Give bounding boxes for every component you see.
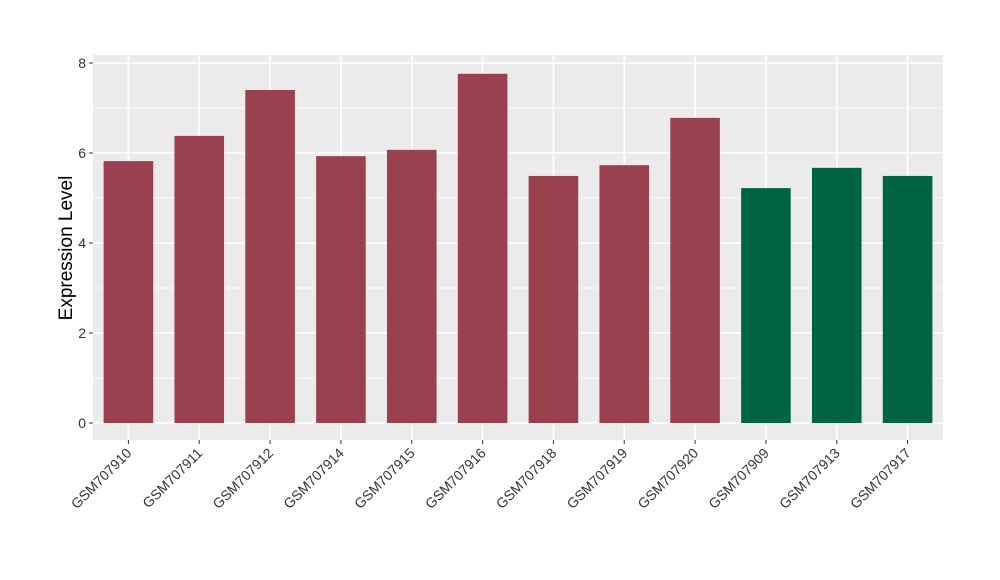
x-tick-label: GSM707918 (493, 445, 560, 512)
y-tick-label: 4 (78, 235, 86, 251)
bar-GSM707913 (811, 167, 862, 423)
x-tick-label: GSM707916 (422, 445, 489, 512)
x-tick-label: GSM707913 (776, 445, 843, 512)
x-tick-label: GSM707915 (351, 445, 418, 512)
plot-panel (93, 55, 943, 440)
bar-GSM707914 (316, 156, 366, 423)
bar-GSM707916 (457, 73, 508, 424)
bar-GSM707911 (174, 135, 225, 423)
bar-GSM707912 (245, 90, 295, 423)
x-tick-label: GSM707920 (634, 445, 701, 512)
y-tick-label: 0 (78, 415, 86, 431)
y-axis: 0 2 4 6 8 (78, 55, 93, 431)
bar-GSM707918 (528, 175, 579, 423)
y-tick-label: 2 (78, 325, 86, 341)
y-axis-label: Expression Level (56, 176, 77, 321)
bar-GSM707917 (882, 175, 933, 423)
x-axis: GSM707910 GSM707911 GSM707912 GSM707914 GSM7… (68, 440, 914, 512)
bar-GSM707919 (599, 165, 650, 423)
x-tick-label: GSM707919 (563, 445, 630, 512)
x-tick-label: GSM707910 (68, 445, 135, 512)
y-tick-label: 6 (78, 145, 86, 161)
bar-GSM707909 (741, 188, 791, 423)
bar-GSM707920 (670, 117, 720, 424)
x-tick-label: GSM707909 (705, 445, 772, 512)
x-tick-label: GSM707912 (209, 445, 276, 512)
y-tick-label: 8 (78, 55, 86, 71)
x-tick-label: GSM707917 (847, 445, 914, 512)
x-tick-label: GSM707911 (139, 445, 205, 511)
bar-GSM707910 (103, 161, 154, 423)
x-tick-label: GSM707914 (280, 445, 347, 512)
bars (103, 73, 933, 424)
bar-GSM707915 (386, 149, 437, 423)
